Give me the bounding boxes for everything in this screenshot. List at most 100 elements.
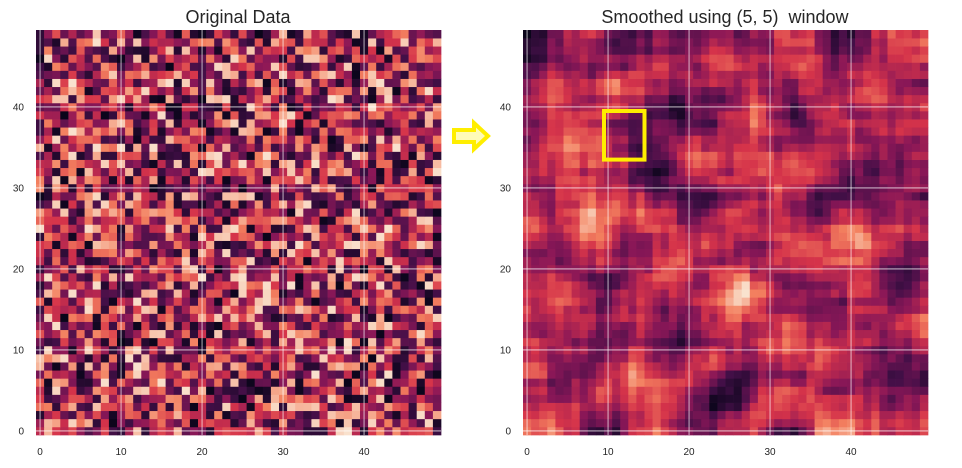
heatmap-cell — [368, 394, 377, 403]
heatmap-cell — [709, 273, 718, 282]
heatmap-cell — [879, 362, 888, 371]
heatmap-cell — [432, 418, 442, 428]
heatmap-cell — [579, 418, 589, 428]
heatmap-cell — [222, 30, 231, 39]
heatmap-cell — [214, 256, 223, 266]
heatmap-cell — [214, 111, 223, 120]
heatmap-cell — [141, 119, 150, 128]
heatmap-cell — [636, 62, 645, 71]
heatmap-cell — [133, 167, 142, 177]
heatmap-cell — [871, 175, 880, 185]
heatmap-cell — [887, 94, 896, 104]
heatmap-cell — [879, 86, 888, 96]
heatmap-cell — [587, 354, 597, 363]
heatmap-cell — [173, 175, 183, 185]
heatmap-cell — [157, 38, 166, 47]
heatmap-cell — [579, 119, 589, 128]
heatmap-cell — [531, 30, 540, 39]
heatmap-cell — [141, 151, 150, 160]
heatmap-cell — [644, 167, 653, 177]
heatmap-cell — [181, 240, 191, 250]
heatmap-cell — [790, 418, 799, 428]
heatmap-cell — [222, 329, 231, 339]
heatmap-cell — [408, 354, 418, 363]
heatmap-cell — [871, 370, 880, 379]
heatmap-cell — [903, 418, 913, 428]
heatmap-cell — [668, 321, 678, 331]
heatmap-cell — [238, 54, 247, 63]
heatmap-cell — [368, 151, 377, 160]
heatmap-cell — [108, 378, 118, 387]
heatmap-cell — [343, 143, 353, 152]
heatmap-cell — [181, 337, 191, 347]
heatmap-cell — [595, 418, 605, 428]
heatmap-cell — [384, 54, 393, 63]
heatmap-cell — [44, 216, 53, 225]
heatmap-cell — [384, 240, 393, 250]
heatmap-cell — [693, 273, 702, 282]
heatmap-cell — [392, 394, 401, 403]
heatmap-cell — [351, 46, 361, 55]
heatmap-cell — [295, 151, 304, 160]
heatmap-cell — [408, 143, 418, 152]
heatmap-cell — [563, 410, 572, 420]
heatmap-cell — [830, 135, 840, 144]
heatmap-cell — [636, 305, 645, 314]
heatmap-cell — [327, 232, 337, 241]
heatmap-cell — [311, 94, 320, 104]
heatmap-cell — [125, 281, 134, 290]
heatmap-cell — [222, 402, 231, 412]
heatmap-cell — [709, 78, 718, 88]
heatmap-cell — [806, 135, 815, 144]
heatmap-cell — [76, 208, 85, 217]
heatmap-cell — [351, 127, 361, 136]
heatmap-cell — [92, 135, 102, 144]
heatmap-cell — [408, 111, 418, 120]
heatmap-cell — [701, 216, 710, 225]
heatmap-cell — [327, 329, 337, 339]
heatmap-cell — [303, 378, 312, 387]
heatmap-cell — [335, 94, 345, 104]
heatmap-cell — [620, 119, 629, 128]
heatmap-cell — [351, 362, 361, 371]
heatmap-cell — [595, 46, 605, 55]
heatmap-cell — [531, 337, 540, 347]
heatmap-cell — [871, 38, 880, 47]
heatmap-cell — [612, 46, 621, 55]
heatmap-cell — [798, 337, 807, 347]
heatmap-cell — [230, 111, 239, 120]
heatmap-cell — [133, 305, 142, 314]
heatmap-cell — [782, 232, 791, 241]
heatmap-cell — [895, 248, 905, 258]
heatmap-cell — [774, 94, 783, 104]
heatmap-cell — [76, 224, 85, 233]
heatmap-cell — [327, 54, 337, 63]
heatmap-cell — [701, 273, 710, 282]
heatmap-cell — [782, 208, 791, 217]
heatmap-cell — [895, 135, 905, 144]
heatmap-cell — [222, 386, 231, 395]
heatmap-cell — [92, 78, 102, 88]
heatmap-cell — [539, 337, 548, 347]
heatmap-cell — [238, 62, 247, 71]
heatmap-cell — [717, 151, 726, 160]
heatmap-cell — [311, 248, 320, 258]
heatmap-cell — [108, 418, 118, 428]
heatmap-cell — [287, 46, 296, 55]
heatmap-cell — [693, 410, 702, 420]
heatmap-cell — [644, 54, 653, 63]
heatmap-cell — [587, 70, 597, 79]
heatmap-cell — [798, 151, 807, 160]
heatmap-cell — [133, 281, 142, 290]
heatmap-cell — [230, 402, 239, 412]
heatmap-cell — [287, 248, 296, 258]
heatmap-cell — [798, 354, 807, 363]
heatmap-cell — [676, 208, 686, 217]
heatmap-cell — [555, 281, 564, 290]
heatmap-cell — [319, 208, 328, 217]
heatmap-cell — [206, 313, 215, 322]
heatmap-cell — [636, 70, 645, 79]
heatmap-cell — [376, 70, 385, 79]
heatmap-cell — [108, 329, 118, 339]
heatmap-cell — [408, 46, 418, 55]
